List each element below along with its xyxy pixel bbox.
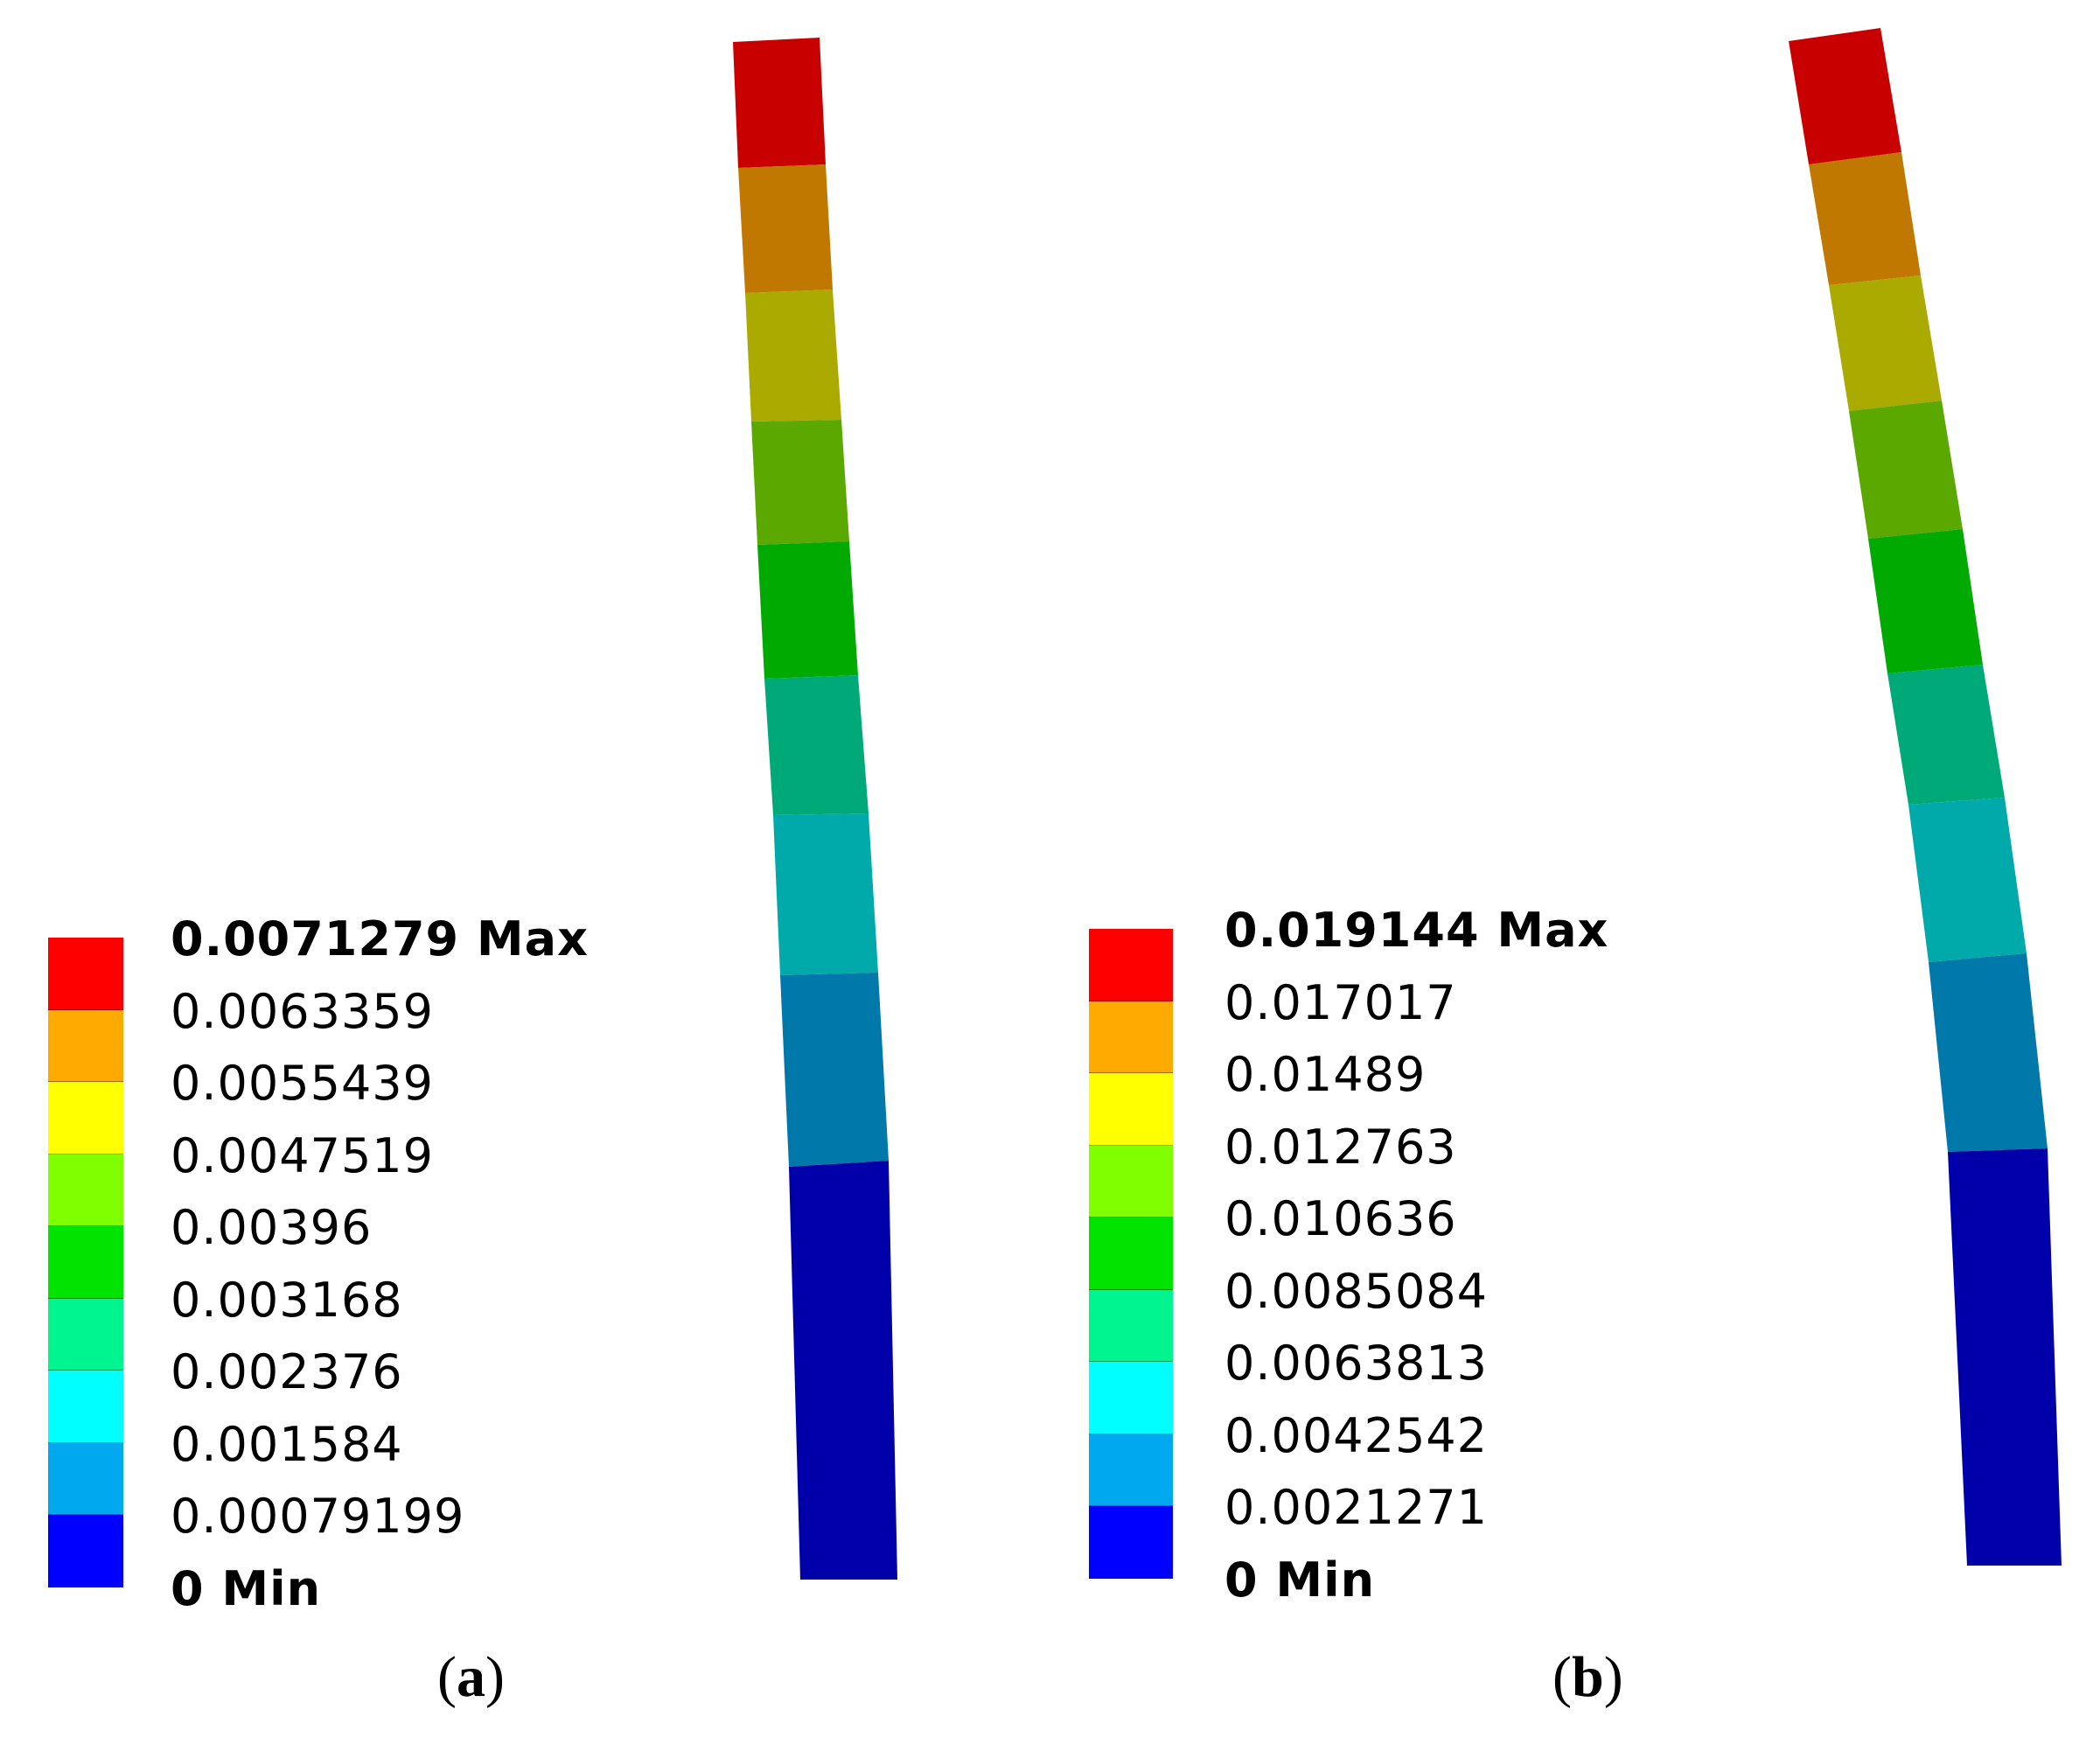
beam-b-contour [1789, 28, 2062, 1566]
beam-band [1868, 529, 1983, 673]
legend-swatch [48, 1226, 123, 1299]
legend-a-label: 0.00396 [171, 1200, 373, 1256]
beam-b-bands [1789, 28, 2062, 1566]
legend-swatch [1089, 1434, 1173, 1507]
legend-b-label-min: 0 Min [1224, 1552, 1376, 1608]
legend-a-label: 0.001584 [171, 1416, 403, 1472]
beam-band [745, 290, 841, 422]
panel-a: 0.0071279 Max 0.0063359 0.0055439 0.0047… [48, 38, 897, 1709]
beam-band [1908, 798, 2027, 962]
legend-a-label: 0.002376 [171, 1344, 403, 1400]
legend-b-label: 0.012763 [1224, 1119, 1457, 1175]
beam-band [1809, 152, 1921, 285]
legend-b-label: 0.017017 [1224, 974, 1457, 1030]
beam-band [789, 1161, 897, 1580]
caption-a: (a) [437, 1645, 505, 1709]
legend-a-label-max: 0.0071279 Max [171, 911, 589, 966]
beam-band [780, 973, 889, 1167]
beam-band [1849, 401, 1963, 539]
beam-a-contour [733, 38, 897, 1580]
legend-a-label: 0.00079199 [171, 1489, 465, 1545]
caption-b-letter: b [1571, 1645, 1604, 1709]
legend-swatch [1089, 1362, 1173, 1434]
legend-swatch [48, 1009, 123, 1083]
legend-b-label: 0.010636 [1224, 1191, 1457, 1247]
legend-swatch [1089, 929, 1173, 1001]
legend-b-label: 0.0021271 [1224, 1480, 1489, 1536]
beam-band [764, 675, 869, 815]
panel-b: 0.019144 Max 0.017017 0.01489 0.012763 0… [1050, 0, 2100, 1751]
legend-swatch [1089, 1289, 1173, 1363]
legend-swatch [48, 1298, 123, 1371]
legend-a-label-min: 0 Min [171, 1561, 322, 1616]
beam-band [733, 38, 826, 168]
beam-band [757, 541, 858, 679]
legend-swatch [1089, 1506, 1173, 1579]
beam-band [1929, 953, 2048, 1152]
legend-b-label: 0.0042542 [1224, 1407, 1489, 1463]
beam-band [1887, 665, 2005, 805]
legend-swatch [1089, 1001, 1173, 1074]
legend-swatch [1089, 1145, 1173, 1218]
legend-a-label: 0.0047519 [171, 1127, 435, 1183]
beam-band [773, 813, 878, 975]
legend-b-label: 0.0063813 [1224, 1336, 1489, 1392]
beam-a-bands [733, 38, 897, 1580]
legend-swatch [48, 938, 123, 1010]
caption-b: (b) [1552, 1645, 1623, 1709]
legend-swatch [48, 1515, 123, 1587]
legend-b-label: 0.01489 [1224, 1047, 1427, 1103]
beam-band [738, 164, 833, 293]
legend-a-colorbar [48, 938, 123, 1587]
legend-a-label: 0.0063359 [171, 983, 435, 1039]
legend-swatch [48, 1154, 123, 1227]
beam-band [1948, 1148, 2062, 1566]
beam-band [1789, 28, 1901, 164]
beam-band [1829, 276, 1942, 411]
legend-b-label: 0.0085084 [1224, 1263, 1489, 1319]
legend-swatch [48, 1442, 123, 1516]
legend-swatch [48, 1371, 123, 1443]
legend-a-label: 0.0055439 [171, 1056, 435, 1112]
beam-band [751, 420, 849, 545]
legend-a-label: 0.003168 [171, 1272, 403, 1328]
legend-swatch [1089, 1217, 1173, 1290]
legend-swatch [1089, 1073, 1173, 1146]
legend-b-label-max: 0.019144 Max [1224, 903, 1609, 958]
caption-a-letter: a [456, 1645, 485, 1709]
legend-swatch [48, 1082, 123, 1155]
legend-b-colorbar [1089, 929, 1173, 1579]
